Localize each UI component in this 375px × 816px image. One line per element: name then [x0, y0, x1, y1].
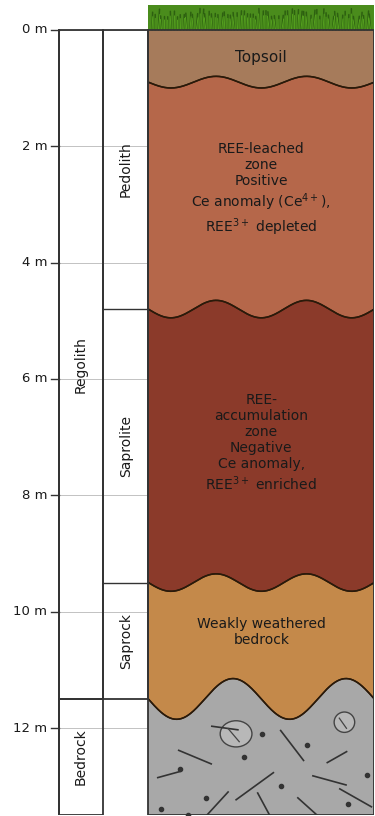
Point: [304, 739, 310, 752]
Bar: [148, 30, 374, 815]
Point: [203, 792, 209, 805]
Text: REE-
accumulation
zone
Negative
Ce anomaly,
REE$^{3+}$ enriched: REE- accumulation zone Negative Ce anoma…: [206, 392, 317, 493]
Point: [158, 803, 164, 816]
Point: [177, 762, 183, 775]
Bar: [104, 30, 148, 699]
Text: 2 m: 2 m: [22, 140, 47, 153]
Text: 6 m: 6 m: [22, 372, 47, 385]
Point: [184, 809, 190, 816]
Bar: [148, 30, 374, 82]
Text: Saprolite: Saprolite: [119, 415, 133, 477]
Text: 8 m: 8 m: [22, 489, 47, 502]
Point: [345, 797, 351, 810]
Text: 0 m: 0 m: [22, 24, 47, 36]
Bar: [58, 30, 104, 699]
Text: Topsoil: Topsoil: [236, 51, 287, 65]
Text: Bedrock: Bedrock: [74, 729, 88, 786]
Point: [278, 779, 284, 792]
Ellipse shape: [334, 712, 355, 733]
Point: [240, 751, 246, 764]
Text: 10 m: 10 m: [13, 605, 47, 619]
Bar: [148, 309, 374, 583]
Bar: [148, 82, 374, 309]
Bar: [148, 6, 374, 30]
Bar: [148, 699, 374, 815]
Text: Pedolith: Pedolith: [119, 141, 133, 197]
Bar: [148, 583, 374, 699]
Text: 4 m: 4 m: [22, 256, 47, 269]
Point: [364, 768, 370, 781]
Text: Weakly weathered
bedrock: Weakly weathered bedrock: [197, 617, 326, 647]
Text: Regolith: Regolith: [74, 336, 88, 392]
Ellipse shape: [220, 721, 252, 747]
Text: Saprock: Saprock: [119, 613, 133, 669]
Bar: [58, 699, 104, 815]
Text: REE-leached
zone
Positive
Ce anomaly (Ce$^{4+}$),
REE$^{3+}$ depleted: REE-leached zone Positive Ce anomaly (Ce…: [192, 142, 331, 237]
Text: 12 m: 12 m: [13, 721, 47, 734]
Point: [259, 727, 265, 740]
